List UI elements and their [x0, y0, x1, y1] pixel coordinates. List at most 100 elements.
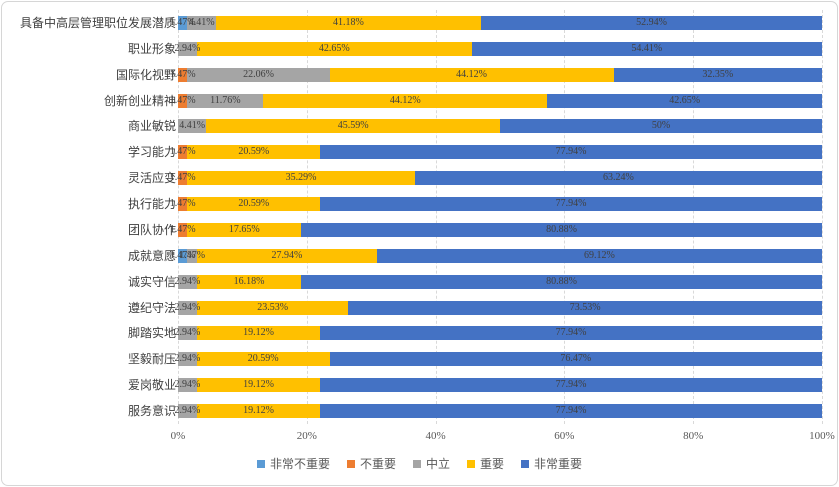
bar-segment-非常重要	[320, 326, 822, 341]
axis-tick-label: 20%	[296, 430, 317, 442]
bar-segment-不重要	[178, 197, 188, 212]
bar-segment-非常重要	[500, 119, 822, 134]
category-label: 执行能力	[127, 197, 176, 212]
axis-tick-label: 40%	[425, 430, 446, 442]
data-label: 20.59%	[238, 146, 270, 158]
bar-row: 1.47% 22.06% 44.12% 32.35%	[170, 67, 822, 82]
bar-segment-非常重要	[613, 67, 822, 82]
data-label: 19.12%	[243, 327, 274, 339]
data-label: 19.12%	[243, 405, 274, 417]
legend-item: 重要	[467, 455, 504, 472]
bar-row: 1.47% 35.29% 63.24%	[170, 171, 822, 186]
bar-row: 2.94% 19.12% 77.94%	[174, 326, 822, 341]
data-label: 2.94%	[174, 327, 201, 339]
legend-swatch-icon	[467, 459, 475, 468]
bar-segment-重要	[196, 326, 321, 341]
category-label: 遵纪守法	[127, 300, 176, 315]
data-label: 1.47%	[169, 94, 196, 106]
data-label: 80.88%	[546, 223, 577, 235]
bar-segment-不重要	[178, 93, 188, 108]
data-label: 1.47%	[169, 68, 196, 80]
data-label: 19.12%	[243, 379, 274, 391]
bar-row: 4.41% 45.59% 50%	[178, 119, 822, 134]
data-label: 20.59%	[247, 353, 279, 365]
bar-segment-重要	[215, 15, 482, 30]
data-label: 1.47%	[169, 146, 196, 158]
category-label: 坚毅耐压	[127, 352, 176, 367]
legend-swatch-icon	[256, 459, 265, 468]
gridline	[822, 10, 823, 424]
bar-row: 1.47% 20.59% 77.94%	[170, 145, 822, 160]
axis-tick-label: 0%	[170, 430, 186, 442]
data-label: 23.53%	[257, 301, 289, 313]
bar-segment-中立	[178, 274, 197, 289]
data-label: 27.94%	[271, 249, 303, 261]
data-label: 42.65%	[669, 94, 701, 106]
legend-item: 非常重要	[521, 455, 582, 472]
data-label: 1.47%	[179, 249, 206, 261]
data-label: 77.94%	[555, 379, 587, 391]
bar-segment-非常重要	[414, 171, 822, 186]
data-label: 76.47%	[560, 353, 592, 365]
legend-swatch-icon	[521, 459, 530, 468]
bar-row: 1.47% 17.65% 80.88%	[170, 222, 822, 237]
data-label: 77.94%	[555, 405, 587, 417]
bar-segment-中立	[178, 300, 197, 315]
legend-item: 不重要	[346, 455, 396, 472]
bar-segment-中立	[187, 93, 264, 108]
data-label: 2.94%	[174, 405, 201, 417]
bar-segment-重要	[187, 222, 302, 237]
data-label: 69.12%	[584, 249, 615, 261]
bar-segment-非常重要	[320, 145, 822, 160]
legend-label: 中立	[425, 457, 450, 471]
category-label: 成就意愿	[127, 248, 176, 263]
axis-tick-label: 60%	[554, 430, 575, 442]
bar-row: 2.94% 19.12% 77.94%	[174, 404, 822, 419]
bar-row: 2.94% 19.12% 77.94%	[175, 378, 822, 393]
bar-segment-不重要	[178, 145, 188, 160]
data-label: 35.29%	[285, 172, 317, 184]
legend-item: 中立	[412, 455, 450, 472]
bar-segment-非常重要	[320, 378, 822, 393]
axis-tick-label: 100%	[809, 430, 835, 442]
data-label: 1.47%	[169, 223, 196, 235]
data-label: 50%	[651, 120, 671, 132]
bar-segment-中立	[187, 248, 197, 263]
category-label: 创新创业精神	[103, 93, 176, 108]
bar-segment-中立	[187, 15, 216, 30]
data-label: 16.18%	[233, 275, 265, 287]
data-label: 1.47%	[169, 16, 196, 28]
bar-segment-非常重要	[301, 222, 822, 237]
bar-segment-不重要	[178, 67, 188, 82]
bar-segment-非常重要	[481, 15, 822, 30]
category-label: 诚实守信	[127, 274, 176, 289]
bar-segment-中立	[178, 326, 197, 341]
data-label: 2.94%	[174, 301, 201, 313]
category-label: 服务意识	[127, 404, 176, 419]
category-label: 灵活应变	[127, 171, 176, 186]
category-label: 商业敏锐	[127, 119, 176, 134]
bar-segment-不重要	[178, 171, 188, 186]
data-label: 1.47%	[169, 249, 196, 261]
category-label: 团队协作	[127, 222, 176, 237]
bar-segment-中立	[178, 404, 197, 419]
bar-segment-重要	[196, 274, 302, 289]
bar-segment-非常不重要	[178, 15, 188, 30]
bar-segment-非常重要	[320, 197, 822, 212]
data-label: 1.47%	[169, 198, 196, 210]
bar-segment-非常重要	[301, 274, 822, 289]
data-label: 4.41%	[188, 16, 215, 28]
legend-swatch-icon	[346, 459, 355, 468]
legend-item: 非常不重要	[256, 455, 330, 472]
bar-segment-非常不重要	[178, 248, 188, 263]
bar-segment-中立	[178, 352, 197, 367]
data-label: 77.94%	[555, 146, 587, 158]
data-label: 77.94%	[555, 198, 587, 210]
bar-segment-重要	[187, 171, 415, 186]
category-label: 学习能力	[127, 145, 176, 160]
bar-segment-重要	[187, 197, 321, 212]
category-label: 职业形象	[127, 41, 176, 56]
gridline	[564, 10, 566, 424]
